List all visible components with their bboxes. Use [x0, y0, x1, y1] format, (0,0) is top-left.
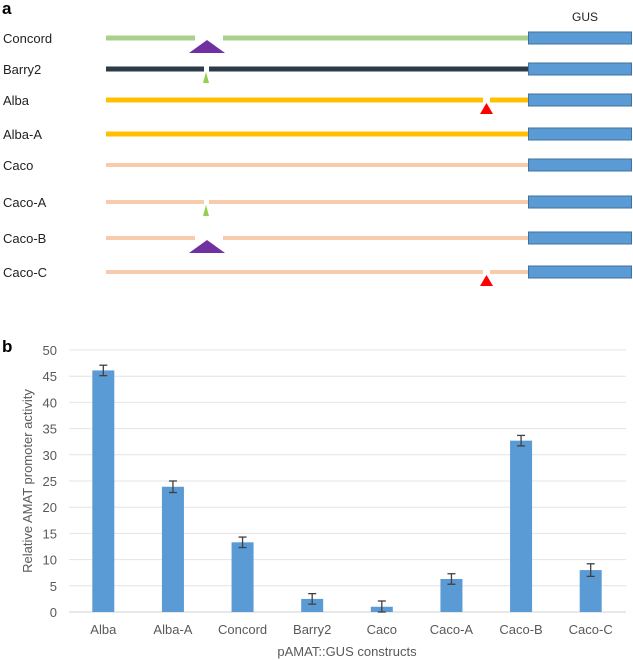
- promoter-line: [106, 270, 483, 274]
- gus-box: [528, 93, 632, 107]
- gus-box: [528, 62, 632, 76]
- construct-label: Alba: [3, 93, 30, 108]
- y-tick-label: 35: [43, 422, 57, 437]
- promoter-line: [106, 66, 204, 72]
- x-tick-label: Caco-B: [499, 622, 542, 637]
- promoter-line: [106, 163, 528, 167]
- bar-alba: [92, 370, 115, 612]
- promoter-line: [223, 35, 528, 41]
- bar-caco-b: [510, 440, 533, 612]
- y-tick-label: 30: [43, 448, 57, 463]
- proximal-insertion-triangle-icon: [480, 275, 493, 286]
- bar-barry2: [301, 598, 324, 612]
- error-bar: [586, 563, 595, 578]
- error-bar: [168, 480, 177, 494]
- gus-box: [528, 158, 632, 172]
- construct-row: Concord: [3, 31, 632, 53]
- error-bar: [517, 434, 526, 447]
- promoter-line: [490, 97, 528, 103]
- promoter-line: [106, 236, 195, 240]
- bar-caco-c: [579, 570, 602, 612]
- y-tick-label: 0: [50, 605, 57, 620]
- bar-alba-a: [161, 486, 184, 612]
- proximal-insertion-triangle-icon: [480, 103, 493, 114]
- gus-box: [528, 195, 632, 209]
- y-tick-label: 5: [50, 579, 57, 594]
- panel-b-label: b: [2, 337, 12, 356]
- construct-diagram: Concord Barry2 Alba Alba-A Caco Caco-A Caco-B C…: [3, 31, 632, 286]
- construct-row: Caco-C: [3, 265, 632, 286]
- construct-row: Alba-A: [3, 127, 632, 142]
- construct-row: Caco: [3, 158, 632, 173]
- x-tick-label: Caco-A: [430, 622, 474, 637]
- large-insertion-triangle-icon: [189, 240, 225, 253]
- x-tick-label: Barry2: [293, 622, 331, 637]
- gus-box: [528, 127, 632, 141]
- construct-row: Barry2: [3, 62, 632, 83]
- y-tick-label: 50: [43, 343, 57, 358]
- y-tick-label: 25: [43, 474, 57, 489]
- x-tick-label: Caco: [367, 622, 397, 637]
- panel-a-label: a: [2, 0, 12, 18]
- y-tick-label: 40: [43, 395, 57, 410]
- construct-label: Caco-A: [3, 195, 47, 210]
- construct-label: Barry2: [3, 62, 41, 77]
- promoter-line: [106, 131, 528, 137]
- y-tick-label: 10: [43, 553, 57, 568]
- gus-box: [528, 231, 632, 245]
- gus-label: GUS: [572, 10, 598, 24]
- small-insertion-triangle-icon: [203, 72, 209, 83]
- x-axis-title: pAMAT::GUS constructs: [277, 644, 417, 659]
- gus-box: [528, 31, 632, 45]
- error-bar: [377, 600, 386, 613]
- promoter-line: [106, 35, 195, 41]
- bar-chart: 0 5 10 15 20 25 30 35 40 45 50 Alba Alba-A Concord Bar…: [43, 343, 626, 637]
- promoter-line: [223, 236, 528, 240]
- construct-row: Alba: [3, 93, 632, 114]
- x-tick-label: Caco-C: [569, 622, 613, 637]
- construct-label: Caco-C: [3, 265, 47, 280]
- promoter-line: [490, 270, 528, 274]
- promoter-line: [209, 200, 528, 204]
- construct-label: Alba-A: [3, 127, 42, 142]
- y-axis-title: Relative AMAT promoter activity: [20, 389, 35, 573]
- promoter-line: [106, 97, 483, 103]
- error-bar: [99, 364, 108, 377]
- promoter-line: [209, 66, 528, 72]
- construct-row: Caco-A: [3, 195, 632, 216]
- construct-label: Caco-B: [3, 231, 46, 246]
- bar-caco-a: [440, 578, 463, 612]
- x-tick-label: Alba-A: [153, 622, 192, 637]
- y-tick-label: 45: [43, 369, 57, 384]
- promoter-line: [106, 200, 204, 204]
- construct-row: Caco-B: [3, 231, 632, 253]
- bar-concord: [231, 542, 254, 612]
- error-bar: [447, 573, 456, 585]
- error-bar: [238, 536, 247, 549]
- construct-label: Caco: [3, 158, 33, 173]
- error-bar: [308, 593, 317, 605]
- construct-label: Concord: [3, 31, 52, 46]
- x-tick-label: Alba: [90, 622, 117, 637]
- y-tick-label: 15: [43, 526, 57, 541]
- x-tick-label: Concord: [218, 622, 267, 637]
- gus-box: [528, 265, 632, 279]
- y-tick-label: 20: [43, 500, 57, 515]
- large-insertion-triangle-icon: [189, 40, 225, 53]
- small-insertion-triangle-icon: [203, 205, 209, 216]
